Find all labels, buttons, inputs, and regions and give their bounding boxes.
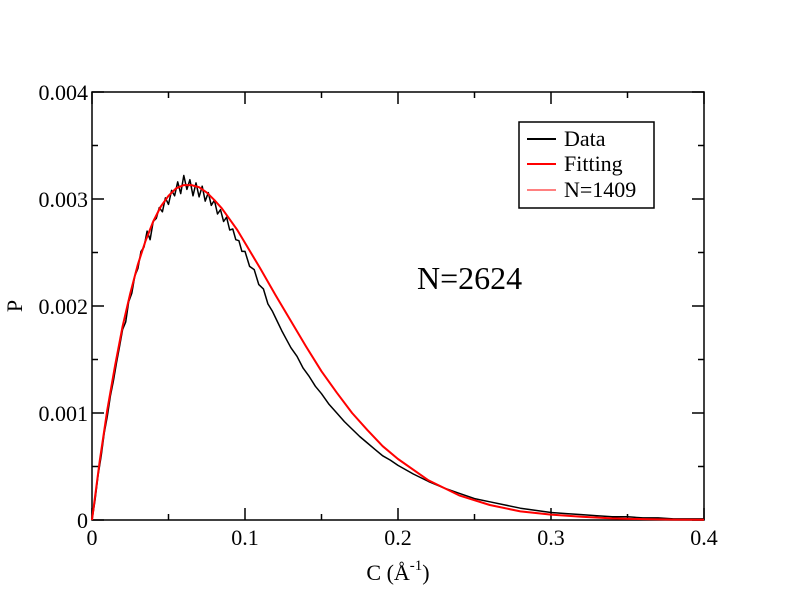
- x-axis-label: C (Å-1): [366, 558, 429, 585]
- y-axis-label: P: [2, 300, 27, 312]
- y-tick-label: 0.002: [39, 294, 89, 319]
- y-tick-label: 0.001: [39, 401, 89, 426]
- x-axis-label-sup: -1: [410, 558, 423, 574]
- x-tick-label: 0.4: [690, 525, 718, 550]
- y-tick-label: 0: [77, 508, 88, 533]
- x-axis-label-close: ): [422, 560, 429, 585]
- legend: Data Fitting N=1409: [518, 121, 655, 209]
- x-tick-label: 0.1: [231, 525, 259, 550]
- legend-label-fitting: Fitting: [564, 151, 623, 176]
- x-axis-label-main: C (Å: [366, 560, 410, 585]
- legend-label-n1409: N=1409: [564, 177, 636, 202]
- x-tick-label: 0.2: [384, 525, 412, 550]
- x-tick-label: 0.3: [537, 525, 565, 550]
- legend-label-data: Data: [564, 126, 606, 151]
- y-tick-label: 0.004: [39, 80, 89, 105]
- y-tick-label: 0.003: [39, 187, 89, 212]
- x-tick-label: 0: [87, 525, 98, 550]
- tick-labels: 0 0.1 0.2 0.3 0.4 0 0.001 0.002 0.003 0.004: [39, 80, 718, 550]
- series-layer: [91, 174, 705, 521]
- series-line-fitting: [91, 184, 705, 521]
- annotation-n2624: N=2624: [417, 260, 522, 296]
- series-line-data: [91, 174, 704, 521]
